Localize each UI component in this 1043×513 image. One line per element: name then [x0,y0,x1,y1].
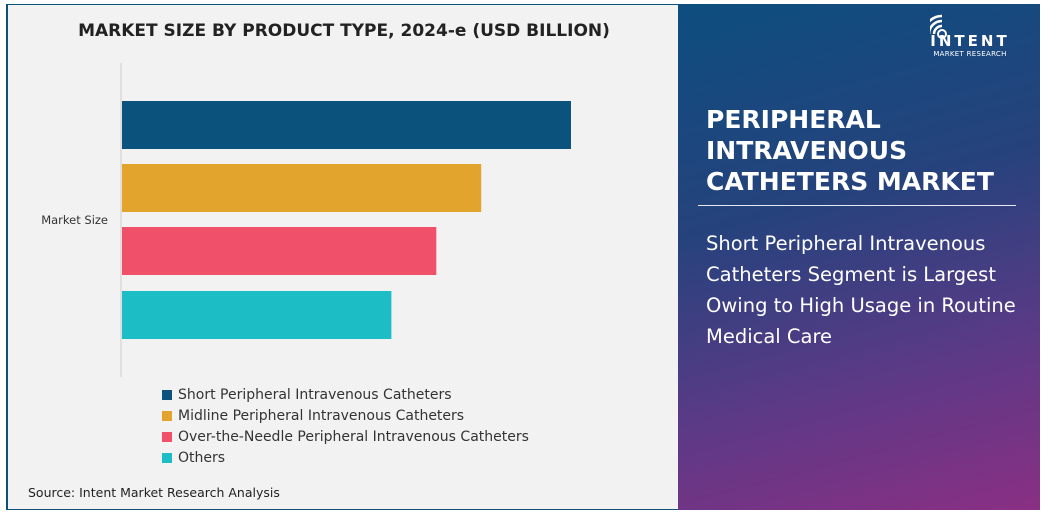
legend-swatch [162,410,172,421]
legend-item: Midline Peripheral Intravenous Catheters [162,405,529,426]
market-description: Short Peripheral Intravenous Catheters S… [706,232,1016,348]
logo-brand: INTENT [930,32,1010,50]
legend-item: Short Peripheral Intravenous Catheters [162,384,529,405]
legend-swatch [162,431,172,442]
bar-1 [122,164,482,212]
legend-swatch [162,452,172,463]
chart-panel: MARKET SIZE BY PRODUCT TYPE, 2024-e (USD… [6,4,678,510]
bar-2 [122,227,437,275]
bar-chart: Market Size [41,63,571,377]
signal-icon [930,14,947,39]
bar-3 [122,291,392,339]
divider [698,205,1016,206]
legend-label: Others [178,449,226,466]
category-label: Market Size [41,213,108,227]
chart-title: MARKET SIZE BY PRODUCT TYPE, 2024-e (USD… [78,21,610,41]
legend-label: Over-the-Needle Peripheral Intravenous C… [178,428,529,445]
source-note: Source: Intent Market Research Analysis [28,485,280,500]
legend-item: Over-the-Needle Peripheral Intravenous C… [162,426,529,447]
market-title: PERIPHERAL INTRAVENOUS CATHETERS MARKET [706,105,994,196]
logo-sub: MARKET RESEARCH [933,50,1007,58]
intent-logo: INTENT MARKET RESEARCH [920,14,1020,60]
legend-label: Midline Peripheral Intravenous Catheters [178,407,465,424]
legend-swatch [162,389,172,400]
legend-item: Others [162,447,529,468]
info-panel: INTENT MARKET RESEARCH PERIPHERAL INTRAV… [678,4,1040,510]
legend: Short Peripheral Intravenous Catheters Mi… [162,384,529,468]
bar-0 [122,101,571,149]
legend-label: Short Peripheral Intravenous Catheters [178,386,452,403]
